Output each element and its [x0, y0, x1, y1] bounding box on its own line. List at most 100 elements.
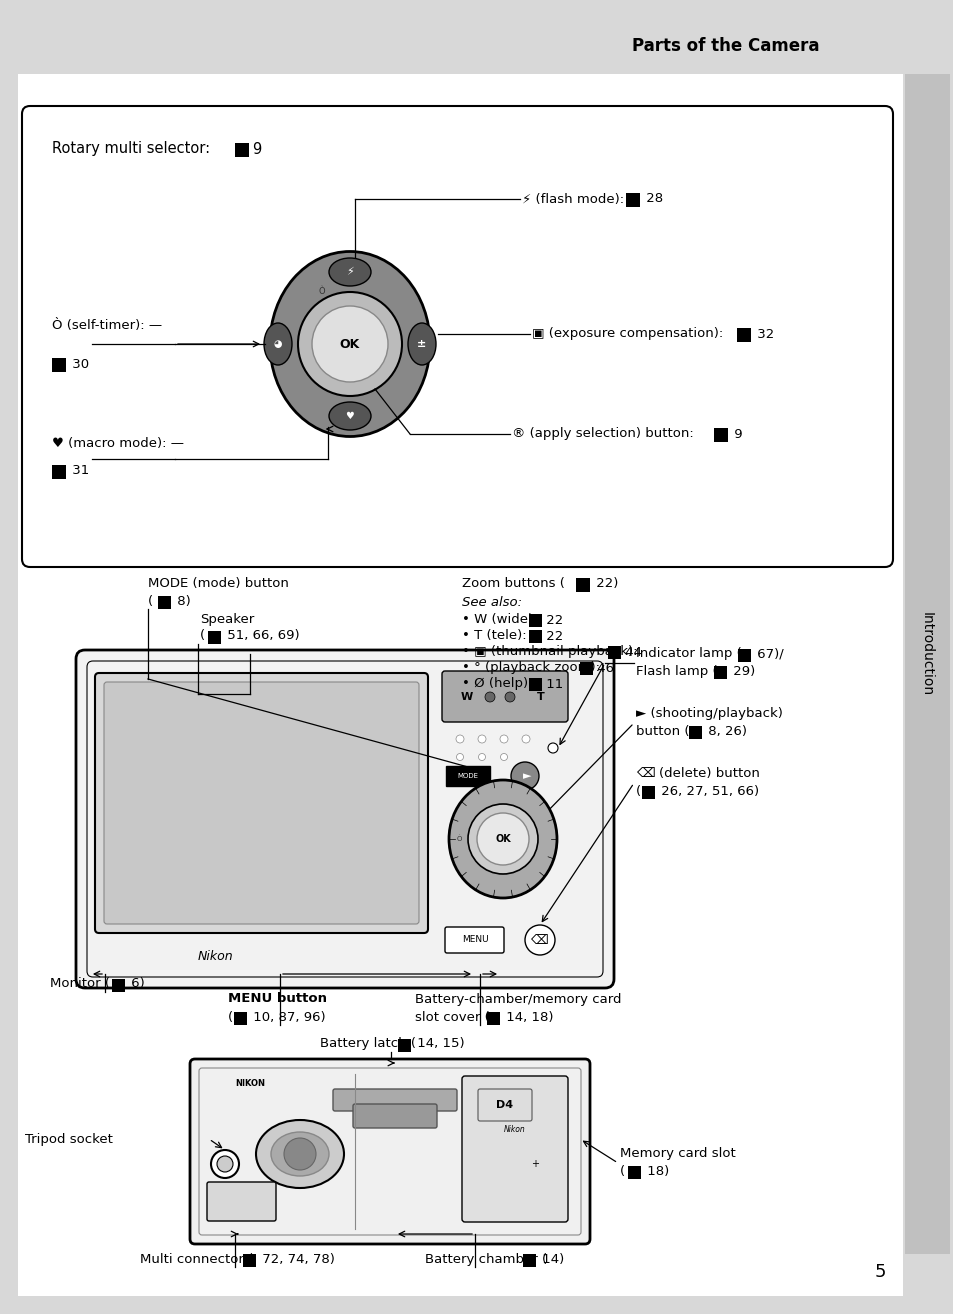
Circle shape	[511, 762, 538, 790]
Bar	[243, 1254, 255, 1267]
Text: Rotary multi selector:: Rotary multi selector:	[52, 142, 214, 156]
FancyBboxPatch shape	[22, 106, 892, 568]
Text: Tripod socket: Tripod socket	[25, 1133, 112, 1146]
FancyBboxPatch shape	[207, 1183, 275, 1221]
Bar	[576, 578, 589, 593]
Text: OK: OK	[495, 834, 511, 844]
Bar	[52, 357, 66, 372]
Text: • W (wide):: • W (wide):	[461, 614, 541, 627]
Text: 9: 9	[729, 427, 741, 440]
Circle shape	[477, 735, 485, 742]
Text: ►: ►	[522, 771, 531, 781]
Circle shape	[500, 753, 507, 761]
Text: Ò: Ò	[456, 836, 461, 842]
Bar	[529, 678, 541, 691]
Text: 22: 22	[541, 614, 563, 627]
Text: Ò (self-timer): —: Ò (self-timer): —	[52, 319, 162, 332]
Text: 32: 32	[752, 327, 774, 340]
Text: • T (tele):: • T (tele):	[461, 629, 530, 643]
Text: ® (apply selection) button:: ® (apply selection) button:	[512, 427, 698, 440]
Text: 8, 26): 8, 26)	[703, 724, 746, 737]
Ellipse shape	[255, 1120, 344, 1188]
Ellipse shape	[449, 781, 557, 897]
Text: 9: 9	[252, 142, 261, 156]
Text: ⌫: ⌫	[531, 933, 548, 946]
FancyBboxPatch shape	[441, 671, 567, 721]
Text: Battery-chamber/memory card: Battery-chamber/memory card	[415, 992, 620, 1005]
Bar	[522, 1254, 536, 1267]
Text: +: +	[531, 1159, 538, 1169]
Circle shape	[297, 292, 401, 396]
Text: 29): 29)	[728, 665, 755, 678]
Circle shape	[521, 735, 530, 742]
Bar	[0, 0, 953, 74]
Text: Memory card slot: Memory card slot	[619, 1147, 735, 1160]
FancyBboxPatch shape	[461, 1076, 567, 1222]
Circle shape	[468, 804, 537, 874]
Text: 18): 18)	[642, 1164, 669, 1177]
Text: button (: button (	[636, 724, 689, 737]
Text: Battery latch (: Battery latch (	[319, 1038, 416, 1050]
Text: T: T	[537, 692, 544, 702]
Text: • ° (playback zoom):: • ° (playback zoom):	[461, 661, 603, 674]
Bar	[112, 979, 125, 992]
Text: Zoom buttons (: Zoom buttons (	[461, 577, 564, 590]
Text: ⚡ (flash mode):: ⚡ (flash mode):	[521, 192, 628, 205]
Text: ♥: ♥	[345, 411, 354, 420]
Ellipse shape	[329, 258, 371, 286]
Text: 28: 28	[641, 192, 662, 205]
Ellipse shape	[271, 1131, 329, 1176]
Text: 22): 22)	[592, 577, 618, 590]
FancyBboxPatch shape	[353, 1104, 436, 1127]
Bar	[641, 786, 655, 799]
Text: 22: 22	[541, 629, 563, 643]
Bar	[627, 1166, 640, 1179]
Circle shape	[456, 753, 463, 761]
Text: Battery chamber (: Battery chamber (	[424, 1252, 547, 1265]
FancyBboxPatch shape	[104, 682, 418, 924]
Bar	[713, 666, 726, 679]
Text: 44: 44	[620, 645, 641, 658]
Text: 67)/: 67)/	[752, 648, 783, 661]
Text: 31: 31	[68, 465, 90, 477]
Text: ±: ±	[416, 339, 426, 350]
Bar	[397, 1039, 411, 1053]
Bar	[713, 428, 727, 442]
FancyBboxPatch shape	[444, 926, 503, 953]
Text: Nikon: Nikon	[503, 1125, 525, 1134]
Ellipse shape	[270, 251, 430, 436]
Text: 11: 11	[541, 678, 563, 690]
Circle shape	[456, 735, 463, 742]
Text: Monitor (: Monitor (	[50, 978, 110, 991]
Text: ⚡: ⚡	[346, 267, 354, 277]
Circle shape	[484, 692, 495, 702]
Circle shape	[547, 742, 558, 753]
Text: (: (	[636, 784, 640, 798]
Bar	[688, 727, 701, 738]
Text: • Ø (help):: • Ø (help):	[461, 678, 537, 690]
Bar	[529, 614, 541, 627]
Bar	[208, 631, 221, 644]
Text: MENU button: MENU button	[228, 992, 327, 1005]
Ellipse shape	[264, 323, 292, 365]
Bar	[486, 1012, 499, 1025]
Circle shape	[524, 925, 555, 955]
Circle shape	[499, 735, 507, 742]
Text: 10, 87, 96): 10, 87, 96)	[249, 1010, 325, 1024]
Text: MODE (mode) button: MODE (mode) button	[148, 577, 289, 590]
Text: MENU: MENU	[461, 936, 488, 945]
Bar	[158, 597, 171, 608]
Text: MODE: MODE	[457, 773, 478, 779]
Bar	[737, 328, 750, 342]
Bar	[738, 649, 750, 662]
Text: Indicator lamp (: Indicator lamp (	[636, 648, 741, 661]
Bar	[904, 74, 949, 1254]
Text: 72, 74, 78): 72, 74, 78)	[257, 1252, 335, 1265]
Text: ♥ (macro mode): —: ♥ (macro mode): —	[52, 438, 184, 451]
Text: ▣ (exposure compensation):: ▣ (exposure compensation):	[532, 327, 727, 340]
Circle shape	[478, 753, 485, 761]
Bar	[607, 646, 620, 660]
FancyBboxPatch shape	[333, 1089, 456, 1112]
Text: (: (	[200, 629, 205, 643]
Text: 6): 6)	[127, 978, 145, 991]
